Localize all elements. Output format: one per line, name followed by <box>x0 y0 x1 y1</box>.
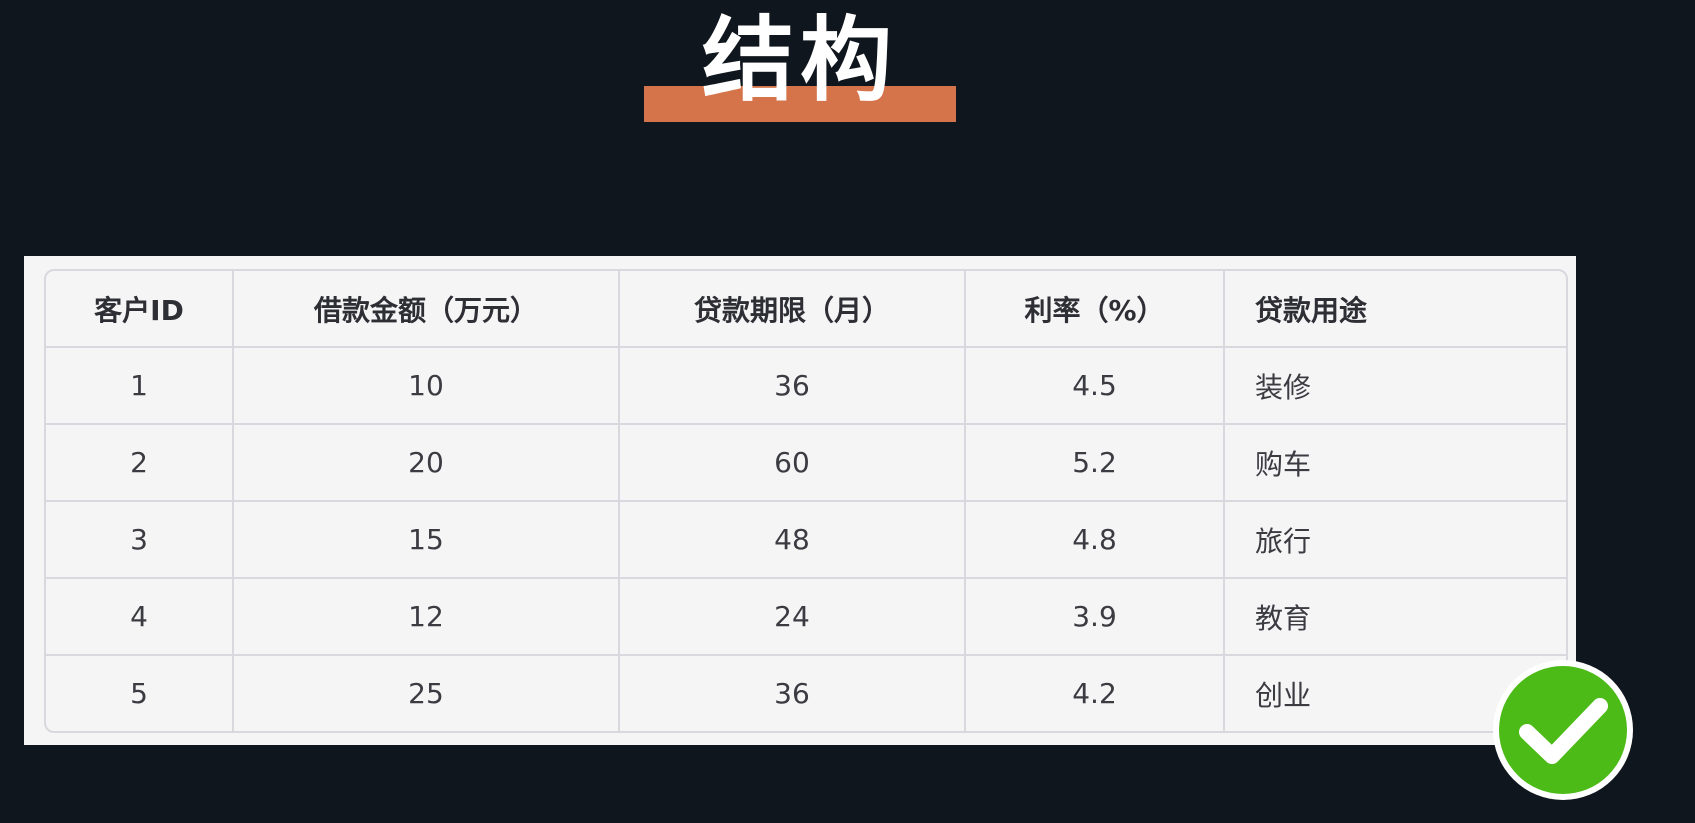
cell-loan-amount: 25 <box>234 656 620 731</box>
header-loan-term: 贷款期限（月） <box>620 271 966 348</box>
table-row: 1 10 36 4.5 装修 <box>46 348 1566 425</box>
cell-customer-id: 3 <box>46 502 234 579</box>
cell-customer-id: 4 <box>46 579 234 656</box>
header-loan-amount: 借款金额（万元） <box>234 271 620 348</box>
cell-loan-term: 60 <box>620 425 966 502</box>
cell-loan-term: 36 <box>620 348 966 425</box>
cell-loan-purpose: 装修 <box>1225 348 1566 425</box>
cell-interest-rate: 5.2 <box>966 425 1225 502</box>
cell-loan-purpose: 旅行 <box>1225 502 1566 579</box>
cell-loan-amount: 15 <box>234 502 620 579</box>
table-row: 2 20 60 5.2 购车 <box>46 425 1566 502</box>
cell-customer-id: 5 <box>46 656 234 731</box>
cell-loan-term: 48 <box>620 502 966 579</box>
cell-loan-purpose: 购车 <box>1225 425 1566 502</box>
cell-interest-rate: 4.8 <box>966 502 1225 579</box>
cell-customer-id: 1 <box>46 348 234 425</box>
cell-loan-amount: 20 <box>234 425 620 502</box>
table-row: 3 15 48 4.8 旅行 <box>46 502 1566 579</box>
cell-interest-rate: 3.9 <box>966 579 1225 656</box>
check-badge <box>1493 660 1633 800</box>
cell-interest-rate: 4.2 <box>966 656 1225 731</box>
cell-loan-term: 36 <box>620 656 966 731</box>
cell-loan-amount: 10 <box>234 348 620 425</box>
cell-loan-purpose: 创业 <box>1255 678 1312 712</box>
table-row: 4 12 24 3.9 教育 <box>46 579 1566 656</box>
table-card: 客户ID 借款金额（万元） 贷款期限（月） 利率（%） 贷款用途 1 10 36… <box>24 256 1576 745</box>
table-row: 5 25 36 4.2 创业 <box>46 656 1566 731</box>
cell-interest-rate: 4.5 <box>966 348 1225 425</box>
title-block: 结构 <box>644 6 956 124</box>
page-title: 结构 <box>701 7 898 114</box>
check-icon <box>1499 666 1627 794</box>
table-header-row: 客户ID 借款金额（万元） 贷款期限（月） 利率（%） 贷款用途 <box>46 271 1566 348</box>
cell-loan-amount: 12 <box>234 579 620 656</box>
cell-loan-purpose: 教育 <box>1225 579 1566 656</box>
header-customer-id: 客户ID <box>46 271 234 348</box>
cell-customer-id: 2 <box>46 425 234 502</box>
header-loan-purpose: 贷款用途 <box>1225 271 1566 348</box>
cell-loan-term: 24 <box>620 579 966 656</box>
title-underline-bar <box>644 86 956 122</box>
header-interest-rate: 利率（%） <box>966 271 1225 348</box>
loan-table: 客户ID 借款金额（万元） 贷款期限（月） 利率（%） 贷款用途 1 10 36… <box>44 269 1568 733</box>
